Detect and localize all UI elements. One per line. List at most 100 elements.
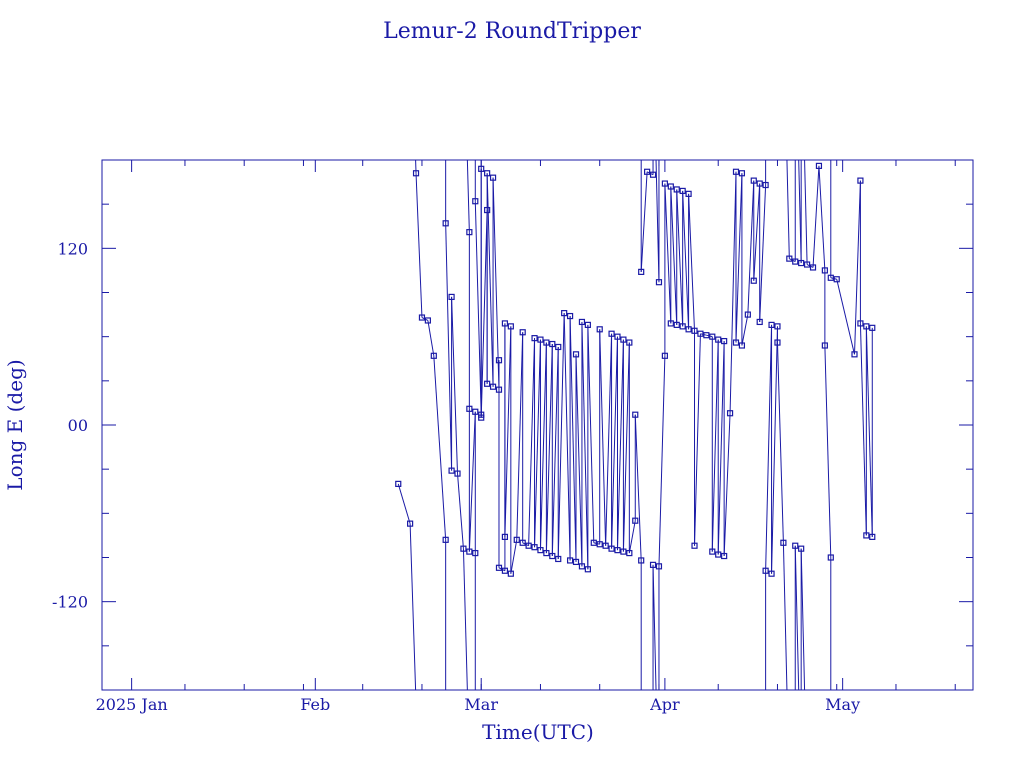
data-point [572, 558, 580, 566]
data-point [691, 542, 698, 549]
data-point [590, 539, 597, 546]
series-segment [717, 341, 725, 555]
series-segment [759, 185, 767, 322]
data-point [821, 267, 828, 274]
data-point [472, 408, 479, 415]
data-point [620, 548, 627, 555]
data-point [827, 274, 834, 281]
data-point [543, 549, 550, 557]
series-segment [859, 323, 867, 536]
y-axis: 120 00 -120 [52, 159, 973, 691]
data-point [472, 198, 479, 205]
data-point [732, 339, 740, 346]
data-point [780, 539, 787, 546]
series-segment [528, 338, 536, 546]
series-segment [409, 523, 417, 691]
data-point [857, 177, 864, 184]
data-point [863, 532, 870, 539]
data-point [649, 561, 657, 568]
series-segment [688, 193, 696, 331]
data-point [644, 168, 651, 175]
data-point [507, 323, 514, 330]
data-point [484, 206, 491, 214]
data-point [495, 564, 503, 571]
series-segment [634, 414, 642, 561]
data-point [466, 548, 473, 555]
series-segment [433, 355, 447, 540]
series-segment [462, 548, 468, 691]
series-segment [457, 473, 464, 549]
data-point [478, 414, 485, 421]
series-segment [563, 313, 571, 561]
series-segment [682, 190, 690, 330]
series-segment [741, 314, 749, 346]
data-point [602, 542, 609, 549]
plot-area [101, 159, 974, 691]
data-point [620, 336, 627, 343]
data-point [632, 411, 639, 418]
series-segment [664, 183, 672, 324]
series-segment [794, 545, 800, 691]
series-segment [786, 159, 790, 259]
data-point [466, 229, 473, 236]
data-point [857, 320, 864, 327]
data-point [495, 386, 503, 393]
data-point [715, 551, 722, 558]
x-tick-label: 2025 Jan [96, 695, 168, 714]
data-point [555, 555, 562, 563]
series-segment [824, 345, 832, 558]
y-tick-label: -120 [52, 593, 88, 612]
data-point [798, 259, 805, 267]
data-point [661, 352, 668, 359]
data-point [774, 339, 781, 346]
data-point [691, 327, 698, 334]
data-point [525, 542, 532, 549]
data-point [442, 220, 449, 227]
series-segment [622, 342, 630, 552]
data-point [638, 557, 645, 564]
series-segment [652, 564, 657, 691]
series-segment [812, 165, 820, 268]
series-segment [836, 279, 855, 355]
data-point [661, 180, 668, 187]
data-point [726, 410, 734, 417]
series-segment [492, 177, 500, 390]
series-segment [557, 313, 565, 559]
data-point [803, 261, 811, 268]
data-point [531, 335, 538, 342]
data-point [412, 170, 420, 177]
data-point [833, 276, 840, 283]
data-point [756, 180, 763, 187]
data-point [507, 570, 514, 577]
data-point [673, 186, 680, 193]
data-point [738, 342, 746, 349]
series-segment [640, 171, 648, 272]
data-point [484, 170, 491, 177]
data-point [596, 541, 603, 548]
data-point [732, 168, 740, 175]
series-segment [480, 210, 488, 418]
x-tick-label: Mar [464, 695, 498, 714]
series-segment [605, 333, 613, 546]
data-point [584, 321, 591, 328]
series-segment [658, 355, 666, 567]
data-point [744, 311, 751, 318]
series-segment [729, 171, 737, 414]
series-segment [776, 342, 784, 543]
data-point [561, 310, 568, 317]
data-point [578, 563, 586, 570]
data-point [792, 258, 799, 265]
x-tick-label: Feb [300, 695, 330, 714]
plot-frame [101, 159, 974, 691]
series-segment [800, 548, 806, 691]
data-point [584, 566, 591, 573]
data-point [827, 554, 834, 561]
data-point [472, 549, 479, 557]
series-segment [694, 333, 701, 546]
data-point [697, 330, 704, 337]
x-axis: 2025 Jan Feb Mar Apr May [96, 160, 956, 714]
series-segment [516, 332, 524, 540]
series-segment [599, 329, 607, 546]
data-point [424, 317, 431, 324]
data-point [756, 318, 763, 326]
